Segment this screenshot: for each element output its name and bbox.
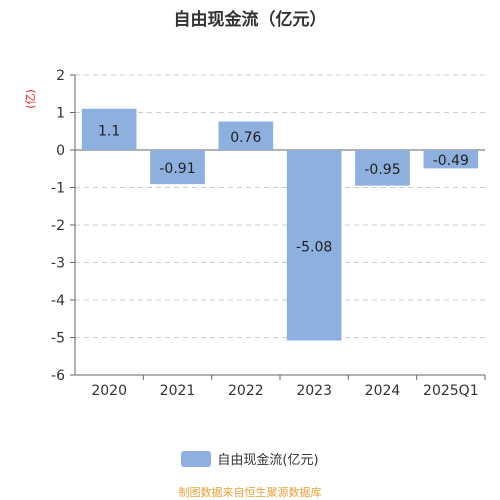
x-tick-label: 2021 xyxy=(160,383,196,399)
data-label: -0.49 xyxy=(433,153,469,169)
y-tick-label: 0 xyxy=(56,143,65,159)
x-tick-label: 2023 xyxy=(296,383,332,399)
source-note: 制图数据来自恒生聚源数据库 xyxy=(178,486,322,499)
bar-2020 xyxy=(81,108,137,150)
y-tick-label: 1 xyxy=(56,106,65,122)
x-tick-label: 2022 xyxy=(228,383,264,399)
y-tick-label: -1 xyxy=(51,181,65,197)
y-tick-label: -3 xyxy=(51,256,65,272)
legend-label: 自由现金流(亿元) xyxy=(217,453,319,468)
x-tick-label: 2020 xyxy=(91,383,127,399)
bar-2021 xyxy=(150,150,205,185)
y-tick-label: -5 xyxy=(51,331,65,347)
bar-2025q1 xyxy=(423,150,479,169)
data-label: -0.95 xyxy=(364,162,400,178)
x-tick-label: 2025Q1 xyxy=(423,383,479,399)
bar-2024 xyxy=(355,150,410,186)
bar-2023 xyxy=(286,150,342,341)
y-tick-label: 2 xyxy=(56,68,65,84)
y-tick-label: -4 xyxy=(51,293,65,309)
legend[interactable]: 自由现金流(亿元) xyxy=(0,449,500,468)
chart-title: 自由现金流（亿元） xyxy=(173,10,327,30)
data-label: -5.08 xyxy=(296,239,332,255)
y-tick-label: -6 xyxy=(51,368,65,384)
y-axis-unit-label: (亿) xyxy=(24,89,37,109)
data-label: 0.76 xyxy=(230,130,261,146)
x-tick-label: 2024 xyxy=(365,383,401,399)
bar-2022 xyxy=(218,121,274,150)
bars xyxy=(81,108,479,341)
axes: 2 1 0 -1 -2 -3 -4 -5 -6 2020 2021 2022 2023 2024 2025Q… xyxy=(51,68,486,399)
legend-swatch xyxy=(181,450,212,467)
data-labels: 1.1 -0.91 0.76 -5.08 -0.95 -0.49 xyxy=(98,123,469,255)
data-label: 1.1 xyxy=(98,123,120,139)
data-label: -0.91 xyxy=(159,161,195,177)
y-tick-label: -2 xyxy=(51,218,65,234)
